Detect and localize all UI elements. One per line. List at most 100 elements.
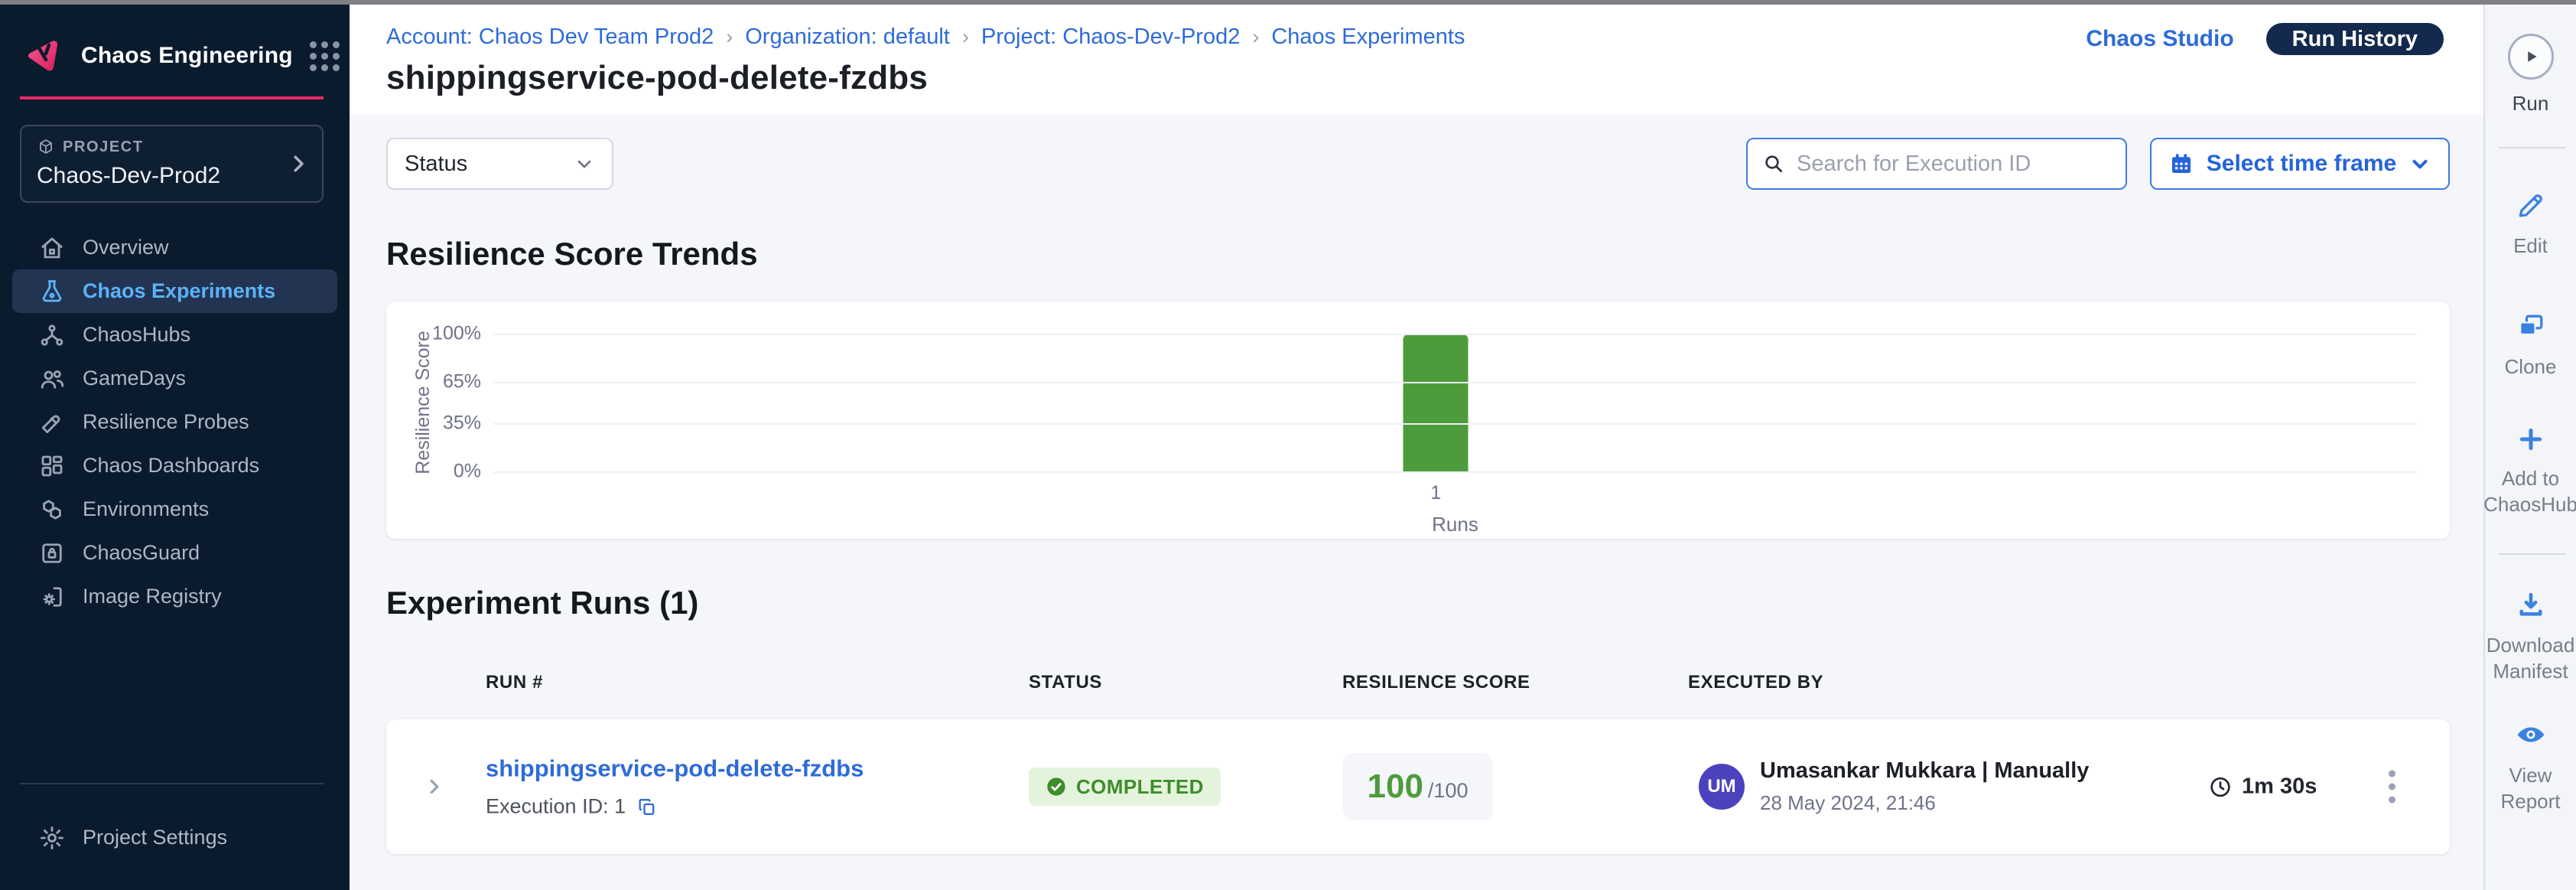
column-header-status: STATUS (1029, 672, 1103, 693)
duration-label: 1m 30s (2242, 774, 2317, 799)
table-row[interactable]: shippingservice-pod-delete-fzdbs Executi… (386, 719, 2450, 854)
duration-cell: 1m 30s (2208, 774, 2317, 800)
add-to-chaoshub-label: Add to ChaosHub (2483, 467, 2576, 516)
run-label: Run (2512, 92, 2549, 115)
edit-label: Edit (2513, 234, 2548, 257)
sidebar-item-label: Overview (83, 236, 169, 259)
check-circle-icon (1047, 778, 1065, 796)
sidebar-divider (20, 783, 324, 784)
breadcrumb-separator: › (961, 25, 969, 48)
sidebar-item-chaoshubs[interactable]: ChaosHubs (12, 313, 337, 357)
breadcrumb-separator: › (726, 25, 733, 48)
action-rail: Run Edit Clone Add to ChaosHub Download … (2483, 5, 2576, 890)
run-history-button[interactable]: Run History (2265, 23, 2444, 55)
hexagons-icon (43, 499, 61, 520)
chart-y-tick: 0% (453, 460, 481, 482)
executed-by-name: Umasankar Mukkara | Manually (1760, 758, 2090, 783)
chaos-studio-link[interactable]: Chaos Studio (2086, 26, 2234, 51)
filter-row: Status Select time frame (386, 138, 2450, 190)
chart-x-axis-label: Runs (1432, 513, 1478, 536)
chart-y-tick: 35% (442, 412, 481, 434)
run-button[interactable]: Run (2485, 34, 2576, 116)
sidebar-item-label: Image Registry (83, 585, 222, 608)
clone-button[interactable]: Clone (2485, 309, 2576, 380)
chart-gridline (493, 382, 2417, 383)
hub-network-icon (41, 324, 63, 346)
search-input[interactable] (1797, 151, 2112, 177)
score-total: /100 (1427, 778, 1469, 802)
sidebar-item-chaos-experiments[interactable]: Chaos Experiments (12, 269, 337, 313)
sidebar-item-project-settings[interactable]: Project Settings (12, 816, 337, 859)
chart-bar[interactable] (1403, 334, 1469, 471)
sidebar-item-label: GameDays (83, 367, 187, 390)
column-header-resilience-score: RESILIENCE SCORE (1342, 672, 1530, 693)
calendar-icon (2171, 154, 2191, 174)
gear-icon (41, 826, 63, 849)
resilience-score-trends-chart: Resilience Score 1 Runs 0% 35% 65% 100% (386, 302, 2450, 539)
pencil-icon (2519, 194, 2542, 217)
sidebar-item-label: Environments (83, 497, 210, 520)
chart-y-axis-label: Resilience Score (412, 331, 434, 474)
probe-pen-icon (41, 415, 60, 433)
play-icon[interactable] (2507, 34, 2554, 80)
sidebar-item-environments[interactable]: Environments (12, 487, 337, 531)
select-time-frame-button[interactable]: Select time frame (2150, 138, 2450, 190)
sidebar-item-resilience-probes[interactable]: Resilience Probes (12, 400, 337, 444)
experiment-runs-title: Experiment Runs (1) (386, 585, 699, 621)
sidebar-item-chaos-dashboards[interactable]: Chaos Dashboards (12, 444, 337, 487)
page-title: shippingservice-pod-delete-fzdbs (386, 59, 929, 96)
select-time-frame-label: Select time frame (2206, 151, 2397, 176)
sidebar-item-label: Resilience Probes (83, 410, 249, 433)
view-report-button[interactable]: View Report (2485, 718, 2576, 814)
clone-icon (2519, 315, 2542, 336)
breadcrumb-chaos-experiments[interactable]: Chaos Experiments (1271, 24, 1465, 49)
sidebar-item-image-registry[interactable]: Image Registry (12, 575, 337, 618)
sidebar-item-overview[interactable]: Overview (12, 226, 337, 269)
lock-card-icon (42, 543, 62, 563)
eye-icon (2517, 727, 2544, 742)
window-top-strip (0, 0, 2576, 5)
chart-gridline (493, 423, 2417, 425)
chart-gridline (493, 334, 2417, 335)
users-icon (41, 370, 64, 389)
dashboards-icon (41, 455, 63, 476)
clone-label: Clone (2504, 355, 2557, 378)
run-name-link[interactable]: shippingservice-pod-delete-fzdbs (486, 755, 864, 782)
chart-y-tick: 100% (432, 322, 481, 344)
status-badge-label: COMPLETED (1076, 774, 1204, 798)
sidebar: Chaos Engineering PROJECT Chaos-Dev-Prod… (0, 5, 350, 890)
breadcrumb: Account: Chaos Dev Team Prod2 › Organiza… (350, 5, 2483, 50)
project-selector[interactable]: PROJECT Chaos-Dev-Prod2 (20, 125, 324, 203)
download-icon (2519, 592, 2542, 616)
rail-divider (2499, 553, 2565, 555)
clock-icon (2210, 777, 2230, 797)
sidebar-item-gamedays[interactable]: GameDays (12, 357, 337, 400)
sidebar-item-chaosguard[interactable]: ChaosGuard (12, 531, 337, 575)
breadcrumb-account[interactable]: Account: Chaos Dev Team Prod2 (386, 24, 714, 49)
execution-id-label: Execution ID: 1 (486, 794, 626, 818)
sidebar-item-label: Project Settings (83, 826, 228, 849)
rail-divider (2499, 147, 2565, 148)
plus-icon (2519, 428, 2542, 451)
add-to-chaoshub-button[interactable]: Add to ChaosHub (2483, 424, 2576, 517)
expand-row-chevron-icon[interactable] (423, 775, 446, 798)
sidebar-item-label: Chaos Experiments (83, 279, 276, 302)
breadcrumb-project[interactable]: Project: Chaos-Dev-Prod2 (981, 24, 1241, 49)
status-filter-dropdown[interactable]: Status (386, 138, 613, 190)
copy-icon[interactable] (636, 796, 658, 817)
app-switcher-icon[interactable] (309, 41, 340, 71)
chart-gridline (493, 471, 2417, 473)
row-menu-button[interactable] (2381, 763, 2403, 811)
search-box (1746, 138, 2127, 190)
score-value: 100 (1367, 768, 1423, 805)
download-manifest-button[interactable]: Download Manifest (2485, 589, 2576, 684)
view-report-label: View Report (2500, 764, 2561, 813)
page-header: Account: Chaos Dev Team Prod2 › Organiza… (350, 5, 2483, 115)
chevron-down-icon (2412, 159, 2428, 169)
column-header-run: RUN # (486, 672, 544, 693)
breadcrumb-organization[interactable]: Organization: default (745, 24, 950, 49)
status-filter-label: Status (405, 151, 468, 176)
runs-table-header: RUN # STATUS RESILIENCE SCORE EXECUTED B… (386, 672, 2450, 695)
main-content: Status Select time frame Resilience Scor… (350, 115, 2483, 890)
edit-button[interactable]: Edit (2485, 188, 2576, 259)
